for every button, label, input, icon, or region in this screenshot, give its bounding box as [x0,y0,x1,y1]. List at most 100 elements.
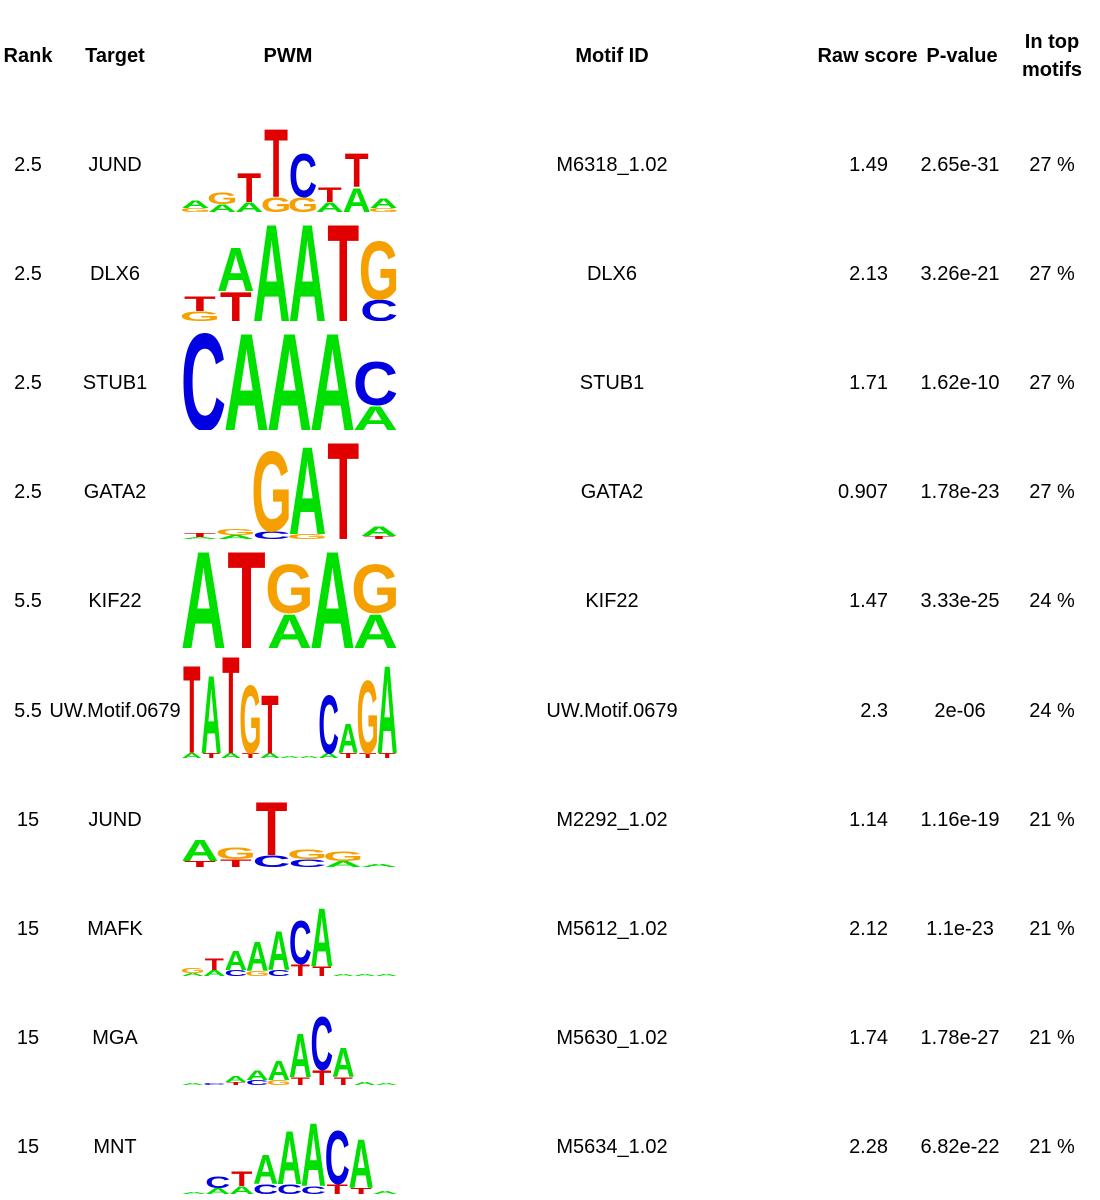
logo-letter-A: A [349,1125,374,1194]
logo-letter-A: A [316,200,344,212]
rank-cell: 5.5 [14,700,42,722]
logo-letter-G: G [261,193,291,212]
rank-cell: 2.5 [14,372,42,394]
logo-letter-A: A [353,398,397,430]
target-cell: MNT [93,1136,137,1158]
logo-letter-A: A [279,756,300,758]
logo-letter-A: A [182,1082,204,1085]
header-rank: Rank [3,45,53,67]
in-top-cell: 27 % [1029,263,1075,285]
logo-letter-T: T [205,955,225,974]
logo-letter-T: T [327,1181,348,1194]
logo-letter-C: C [253,1181,278,1194]
in-top-cell: 27 % [1029,481,1075,503]
logo-letter-A: A [182,1192,207,1194]
logo-letter-A: A [353,604,397,648]
target-cell: STUB1 [82,372,148,394]
logo-letter-C: C [325,1114,350,1194]
logo-letter-G: G [357,660,379,758]
logo-letter-A: A [182,834,219,867]
header-target: Target [85,45,145,67]
logo-letter-G: G [351,551,397,629]
logo-letter-A: A [217,534,255,539]
raw-score-cell: 1.47 [849,590,888,612]
logo-letter-A: A [299,756,320,758]
target-cell: DLX6 [89,263,141,285]
header-raw-score: Raw score [817,45,918,67]
logo-letter-A: A [377,653,397,758]
motif-id-cell: M5634_1.02 [556,1136,668,1158]
logo-letter-G: G [359,223,397,317]
logo-letter-A: A [182,537,219,539]
logo-letter-G: G [245,970,269,976]
target-cell: JUND [88,154,142,176]
p-value-cell: 6.82e-22 [920,1136,1000,1158]
logo-letter-A: A [289,216,327,321]
logo-letter-G: G [215,844,256,863]
raw-score-cell: 2.12 [849,918,888,940]
logo-letter-T: T [256,786,288,867]
logo-letter-C: C [203,1082,226,1085]
logo-letter-G: G [267,1079,291,1085]
logo-letter-T: T [312,1066,331,1085]
logo-letter-A: A [343,181,371,212]
logo-letter-G: G [239,666,261,758]
raw-score-cell: 1.74 [849,1027,888,1049]
logo-letter-A: A [182,972,204,976]
logo-letter-A: A [201,654,222,758]
logo-letter-A: A [205,1187,230,1194]
logo-letter-C: C [353,349,397,419]
logo-letter-G: G [368,207,397,212]
rank-cell: 2.5 [14,481,42,503]
logo-letter-A: A [224,946,247,976]
header-pwm: PWM [263,45,313,67]
header-motif-id: Motif ID [575,45,649,67]
logo-letter-T: T [227,543,265,648]
logo-letter-T: T [318,183,342,206]
target-cell: UW.Motif.0679 [49,700,181,722]
logo-letter-T: T [264,109,288,212]
logo-letter-A: A [224,325,269,430]
logo-letter-A: A [267,1056,290,1085]
p-value-cell: 1.78e-23 [920,481,1000,503]
logo-letter-A: A [182,198,210,210]
p-value-cell: 2.65e-31 [920,154,1000,176]
logo-letter-A: A [373,1190,397,1194]
logo-letter-A: A [353,973,376,976]
rank-cell: 15 [16,1136,40,1158]
logo-letter-C: C [289,857,327,867]
logo-letter-C: C [289,142,317,212]
in-top-cell: 24 % [1029,700,1075,722]
logo-letter-G: G [288,193,318,212]
logo-letter-T: T [242,752,260,758]
p-value-cell: 2e-06 [934,700,986,722]
in-top-cell: 21 % [1029,1027,1075,1049]
logo-letter-C: C [360,294,397,321]
logo-letter-A: A [332,973,355,976]
logo-letter-A: A [221,752,242,758]
rank-cell: 15 [16,809,40,831]
motif-id-cell: M5630_1.02 [556,1027,668,1049]
logo-letter-A: A [208,202,236,212]
logo-letter-T: T [327,216,359,321]
logo-letter-C: C [205,1173,230,1192]
logo-letter-T: T [183,653,200,758]
logo-letter-T: T [226,1081,246,1085]
logo-letter-T: T [237,164,261,211]
logo-letter-G: G [207,190,237,208]
logo-letter-G: G [287,533,328,539]
target-cell: GATA2 [83,481,147,503]
logo-letter-T: T [261,679,278,758]
logo-letter-A: A [246,1068,269,1083]
logo-letter-C: C [277,1181,302,1194]
logo-letter-A: A [353,1081,376,1085]
logo-letter-T: T [363,535,395,539]
logo-letter-A: A [224,1074,247,1083]
raw-score-cell: 1.71 [849,372,888,394]
logo-letter-T: T [231,1168,253,1191]
logo-letter-A: A [267,604,312,648]
logo-letter-A: A [289,1021,312,1085]
